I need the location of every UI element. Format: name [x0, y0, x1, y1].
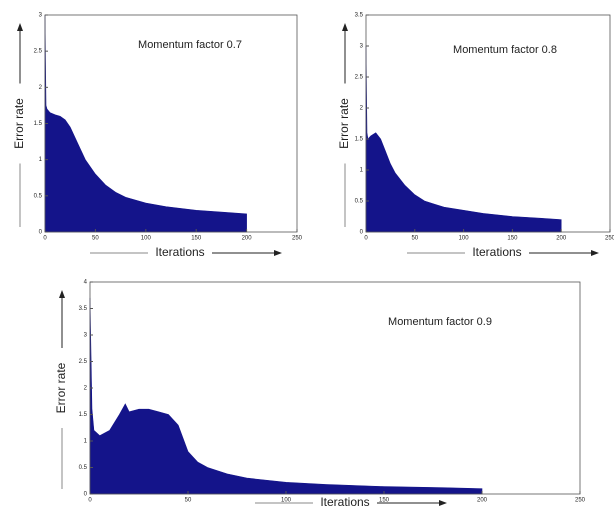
x-tick-label: 200 [242, 236, 253, 242]
y-tick-label: 0.5 [355, 199, 364, 205]
x-tick-label: 150 [191, 236, 202, 242]
y-axis-label: Error rate [12, 98, 26, 149]
y-tick-label: 2.5 [355, 75, 364, 81]
x-tick-label: 50 [411, 236, 418, 242]
y-tick-label: 2.5 [34, 49, 43, 55]
x-axis-label: Iterations [320, 495, 369, 506]
error-area [44, 14, 247, 233]
y-tick-label: 0.5 [79, 465, 88, 471]
y-arrow-head [342, 23, 348, 31]
x-tick-label: 250 [575, 498, 586, 504]
x-tick-label: 150 [507, 236, 518, 242]
x-tick-label: 100 [281, 498, 292, 504]
x-arrow-head [591, 250, 599, 256]
x-tick-label: 150 [379, 498, 390, 504]
x-tick-label: 50 [185, 498, 192, 504]
y-tick-label: 0 [84, 492, 88, 498]
chart-title: Momentum factor 0.9 [388, 316, 492, 328]
chart-title: Momentum factor 0.7 [138, 39, 242, 51]
error-area [89, 297, 483, 495]
x-tick-label: 200 [556, 236, 567, 242]
y-arrow-head [59, 290, 65, 298]
x-arrow-head [274, 250, 282, 256]
x-axis-label: Iterations [155, 245, 204, 259]
x-tick-label: 50 [92, 236, 99, 242]
y-tick-label: 3.5 [79, 306, 88, 312]
y-tick-label: 1.5 [79, 412, 88, 418]
y-tick-label: 2 [39, 85, 43, 91]
x-tick-label: 250 [292, 236, 303, 242]
plot-frame [365, 14, 611, 233]
y-tick-label: 0.5 [34, 193, 43, 199]
y-tick-label: 3 [84, 333, 88, 339]
y-tick-label: 1 [39, 157, 43, 163]
x-tick-label: 0 [43, 236, 47, 242]
y-axis-label: Error rate [54, 362, 68, 413]
x-tick-label: 100 [141, 236, 152, 242]
y-tick-label: 4 [84, 280, 88, 286]
y-tick-label: 3.5 [355, 13, 364, 19]
x-tick-label: 200 [477, 498, 488, 504]
chart-title: Momentum factor 0.8 [453, 44, 557, 56]
x-arrow-head [439, 500, 447, 506]
y-tick-label: 0 [39, 230, 43, 236]
y-tick-label: 3 [39, 13, 43, 19]
y-axis-label: Error rate [337, 98, 351, 149]
x-tick-label: 0 [364, 236, 368, 242]
y-tick-label: 0 [360, 230, 364, 236]
y-tick-label: 1 [84, 439, 88, 445]
y-tick-label: 2 [360, 106, 364, 112]
y-tick-label: 2 [84, 386, 88, 392]
y-tick-label: 1.5 [34, 121, 43, 127]
x-tick-label: 250 [605, 236, 614, 242]
x-axis-label: Iterations [472, 245, 521, 259]
y-tick-label: 1.5 [355, 137, 364, 143]
y-arrow-head [17, 23, 23, 31]
x-tick-label: 100 [459, 236, 470, 242]
y-tick-label: 1 [360, 168, 364, 174]
y-tick-label: 2.5 [79, 359, 88, 365]
x-tick-label: 0 [88, 498, 92, 504]
error-area [365, 45, 562, 233]
y-tick-label: 3 [360, 44, 364, 50]
